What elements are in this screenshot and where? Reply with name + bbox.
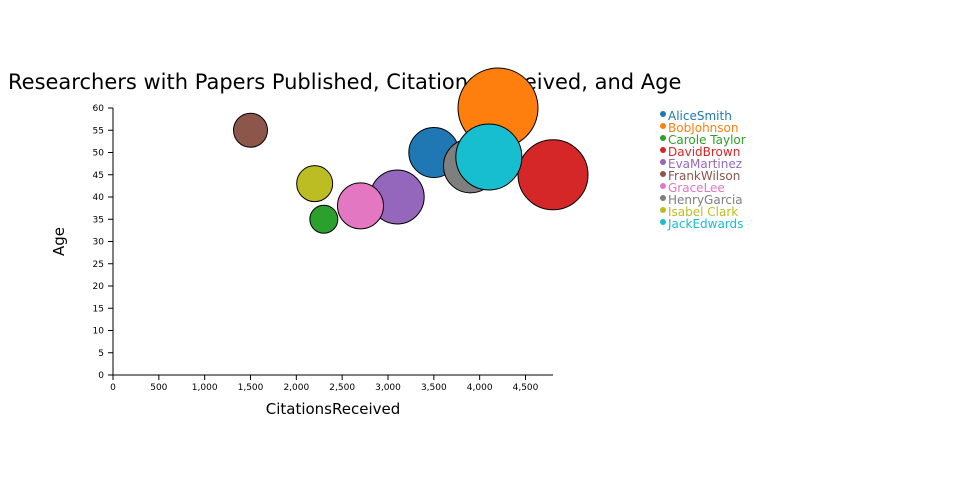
- legend-swatch: [660, 195, 666, 201]
- legend-item[interactable]: EvaMartinez: [660, 157, 742, 171]
- legend-item[interactable]: DavidBrown: [660, 145, 740, 159]
- legend-swatch: [660, 147, 666, 153]
- legend-item[interactable]: JackEdwards: [660, 217, 743, 231]
- legend-swatch: [660, 159, 666, 165]
- x-tick-label: 2,500: [329, 383, 355, 393]
- legend-swatch: [660, 123, 666, 129]
- legend-item[interactable]: GraceLee: [660, 181, 725, 195]
- legend-label: JackEdwards: [667, 217, 743, 231]
- x-tick-label: 500: [150, 383, 167, 393]
- legend-swatch: [660, 111, 666, 117]
- y-tick-label: 25: [93, 260, 104, 270]
- legend-label: BobJohnson: [668, 121, 738, 135]
- bubble-frankwilson[interactable]: [233, 112, 268, 148]
- legend-label: Isabel Clark: [668, 205, 738, 219]
- bubble-gracelee[interactable]: [337, 182, 384, 230]
- legend-item[interactable]: BobJohnson: [660, 121, 738, 135]
- legend-item[interactable]: FrankWilson: [660, 169, 740, 183]
- legend-label: EvaMartinez: [668, 157, 742, 171]
- y-tick-label: 35: [93, 215, 104, 225]
- x-tick-label: 1,500: [238, 383, 264, 393]
- x-axis-title: CitationsReceived: [266, 400, 401, 418]
- bubble-layer: [233, 67, 589, 234]
- x-tick-label: 3,500: [421, 383, 447, 393]
- bubble-isabel-clark[interactable]: [296, 165, 334, 203]
- legend-label: FrankWilson: [668, 169, 740, 183]
- legend-label: DavidBrown: [668, 145, 740, 159]
- legend-item[interactable]: Isabel Clark: [660, 205, 738, 219]
- legend-item[interactable]: Carole Taylor: [660, 133, 746, 147]
- legend-swatch: [660, 135, 666, 141]
- bubble-davidbrown[interactable]: [517, 139, 589, 211]
- y-tick-label: 15: [93, 304, 104, 314]
- y-tick-label: 50: [93, 149, 105, 159]
- legend-swatch: [660, 207, 666, 213]
- y-axis-title: Age: [50, 227, 68, 256]
- y-tick-label: 30: [93, 238, 105, 248]
- y-tick-label: 0: [98, 371, 104, 381]
- bubble-carole-taylor[interactable]: [309, 204, 339, 234]
- x-tick-label: 3,000: [375, 383, 401, 393]
- x-tick-label: 1,000: [192, 383, 218, 393]
- axes: 0 500 1,000 1,500 2,000 2,500 3,000 3,500 4,000 4…: [93, 104, 553, 393]
- y-tick-label: 40: [93, 193, 105, 203]
- bubble-jackedwards[interactable]: [455, 123, 523, 191]
- x-tick-label: 0: [110, 383, 116, 393]
- y-tick-label: 60: [93, 104, 105, 114]
- y-tick-label: 10: [93, 327, 105, 337]
- legend-swatch: [660, 171, 666, 177]
- legend-label: GraceLee: [668, 181, 725, 195]
- legend-swatch: [660, 219, 666, 225]
- legend-item[interactable]: HenryGarcia: [660, 193, 743, 207]
- legend-label: AliceSmith: [668, 109, 732, 123]
- x-tick-label: 4,000: [467, 383, 493, 393]
- y-tick-label: 20: [93, 282, 105, 292]
- x-tick-label: 2,000: [283, 383, 309, 393]
- x-tick-label: 4,500: [513, 383, 539, 393]
- y-tick-label: 45: [93, 171, 104, 181]
- legend-swatch: [660, 183, 666, 189]
- chart-title: Researchers with Papers Published, Citat…: [8, 70, 681, 94]
- legend-label: HenryGarcia: [668, 193, 743, 207]
- y-tick-label: 5: [98, 349, 104, 359]
- y-tick-label: 55: [93, 126, 104, 136]
- legend-label: Carole Taylor: [668, 133, 746, 147]
- legend-item[interactable]: AliceSmith: [660, 109, 732, 123]
